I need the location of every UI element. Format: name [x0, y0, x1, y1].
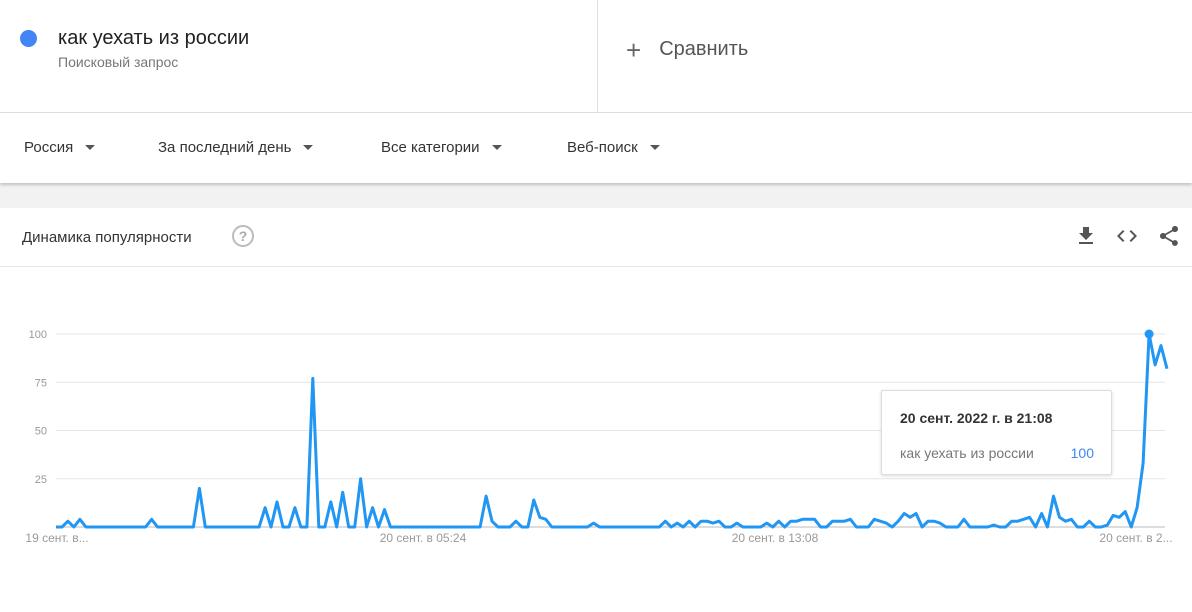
- y-tick-label: 50: [35, 426, 47, 438]
- chevron-down-icon: [303, 145, 314, 150]
- category-label: Все категории: [381, 139, 480, 156]
- time-range-dropdown[interactable]: За последний день: [158, 139, 314, 156]
- chevron-down-icon: [491, 145, 502, 150]
- category-dropdown[interactable]: Все категории: [381, 139, 502, 156]
- search-term-card[interactable]: как уехать из россии Поисковый запрос: [0, 0, 598, 113]
- share-icon[interactable]: [1157, 224, 1181, 248]
- search-term-label[interactable]: как уехать из россии: [58, 27, 250, 49]
- embed-code-icon[interactable]: [1115, 224, 1139, 248]
- card-header: Динамика популярности ?: [0, 208, 1192, 267]
- y-tick-label: 75: [35, 377, 47, 389]
- chevron-down-icon: [85, 145, 96, 150]
- time-range-label: За последний день: [158, 139, 292, 156]
- x-tick-label: 20 сент. в 13:08: [732, 531, 819, 545]
- series-color-dot: [20, 30, 37, 47]
- compare-label: Сравнить: [659, 38, 749, 60]
- series-line: [56, 332, 1169, 529]
- region-label: Россия: [24, 139, 74, 156]
- search-type-label: Веб-поиск: [567, 139, 638, 156]
- search-term-header: как уехать из россии Поисковый запрос + …: [0, 0, 1192, 113]
- tooltip-term: как уехать из россии: [900, 445, 1034, 461]
- x-tick-label: 20 сент. в 2...: [1099, 531, 1172, 545]
- download-icon[interactable]: [1074, 224, 1098, 248]
- card-title: Динамика популярности: [22, 229, 192, 246]
- x-tick-label: 19 сент. в...: [25, 531, 88, 545]
- highlighted-data-point: [1144, 329, 1154, 339]
- y-tick-label: 100: [29, 329, 47, 341]
- chart-tooltip: 20 сент. 2022 г. в 21:08 как уехать из р…: [881, 390, 1112, 475]
- filter-bar: Россия За последний день Все категории В…: [0, 113, 1192, 183]
- region-dropdown[interactable]: Россия: [24, 139, 96, 156]
- compare-button[interactable]: + Сравнить: [626, 34, 749, 65]
- interest-line-chart: 100 75 50 25 19 сент. в... 20 сент. в 05:24 2…: [25, 329, 1172, 545]
- help-icon[interactable]: ?: [232, 225, 254, 247]
- plus-icon: +: [626, 34, 642, 65]
- tooltip-date: 20 сент. 2022 г. в 21:08: [900, 410, 1053, 426]
- y-tick-label: 25: [35, 474, 47, 486]
- chevron-down-icon: [649, 145, 660, 150]
- tooltip-value: 100: [1070, 445, 1094, 461]
- search-term-sublabel: Поисковый запрос: [58, 54, 179, 70]
- search-type-dropdown[interactable]: Веб-поиск: [567, 139, 660, 156]
- x-tick-label: 20 сент. в 05:24: [380, 531, 467, 545]
